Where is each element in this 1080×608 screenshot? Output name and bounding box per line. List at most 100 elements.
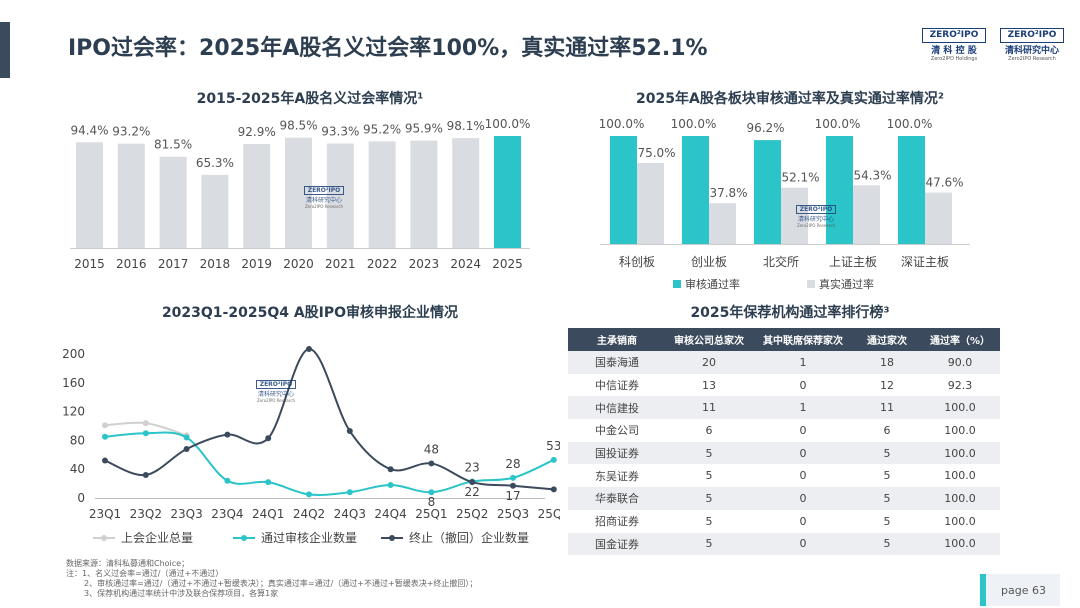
bar-2016 (117, 143, 145, 248)
bar-real-科创板 (637, 163, 664, 244)
series-point-2 (306, 345, 312, 352)
series-point-0 (102, 422, 108, 429)
point-label: 22 (465, 485, 480, 499)
series-line-2 (104, 347, 554, 491)
table-cell: 5 (666, 441, 752, 465)
x-tick-label: 2020 (283, 257, 314, 271)
x-tick-label: 2015 (74, 257, 105, 271)
table-cell: 1 (752, 351, 854, 374)
table-cell: 100.0 (920, 464, 1000, 488)
bar-real-深证主板 (925, 192, 952, 244)
table-cell: 5 (666, 532, 752, 556)
table-cell: 中信建投 (568, 396, 666, 420)
table-cell: 11 (666, 396, 752, 420)
bar-2024 (452, 138, 480, 248)
watermark-2-mark: ZERO²IPO (796, 205, 836, 214)
bar-review-深证主板 (898, 136, 925, 244)
bar-2015 (76, 142, 103, 248)
table-row: 中信建投 11 1 11 100.0 (568, 396, 1000, 420)
table-cell: 18 (854, 351, 920, 374)
x-tick-label: 23Q4 (211, 507, 243, 521)
table-row: 国投证券 5 0 5 100.0 (568, 441, 1000, 465)
y-tick-label: 200 (62, 347, 85, 361)
legend-marker-2 (389, 535, 395, 541)
x-tick-label: 2022 (367, 257, 398, 271)
table-cell: 中信证券 (568, 373, 666, 397)
quarterly-ipo-line-chart: 200 160 120 80 40 0 23Q1 23Q2 23Q3 23Q4 24Q1 24Q2 24… (62, 345, 560, 545)
x-tick-label: 24Q3 (334, 507, 366, 521)
x-tick-label: 24Q2 (293, 507, 325, 521)
logo2-sub: Zero2IPO Research (1008, 56, 1056, 62)
col-header: 其中联席保荐家次 (752, 328, 854, 351)
x-tick-label: 创业板 (691, 255, 727, 269)
data-label: 95.9% (405, 122, 443, 136)
table-cell: 100.0 (920, 396, 1000, 420)
x-tick-label: 25Q1 (415, 507, 447, 521)
data-label: 96.2% (746, 121, 784, 135)
table-cell: 中金公司 (568, 419, 666, 442)
annual-pass-rate-bar-chart: 94.4% 2015 93.2% 2016 81.5% 2017 65.3% 2018 92.9… (70, 117, 530, 271)
table-cell: 5 (666, 509, 752, 533)
table-row: 国金证券 5 0 5 100.0 (568, 532, 1000, 556)
footnote-line: 2、审核通过率=通过/（通过+不通过+暂缓表决）；真实通过率=通过/（通过+不通… (84, 579, 478, 588)
table-cell: 5 (854, 532, 920, 556)
table-cell: 国金证券 (568, 532, 666, 556)
bar-2020 (285, 137, 312, 248)
x-tick-label: 上证主板 (829, 255, 877, 269)
point-label: 48 (424, 442, 439, 456)
watermark-1-name: 清科研究中心 (305, 197, 342, 204)
data-label: 81.5% (154, 138, 192, 152)
bar-2018 (201, 174, 229, 248)
table-cell: 100.0 (920, 532, 1000, 556)
series-point-1 (265, 479, 272, 486)
footnote-line: 3、保荐机构通过率统计中涉及联合保荐项目，各算1家 (84, 589, 279, 598)
table-cell: 国泰海通 (568, 351, 666, 374)
bar-real-北交所 (781, 187, 808, 244)
bar-real-创业板 (709, 203, 736, 244)
x-tick-label: 2016 (116, 257, 147, 271)
data-label: 95.2% (363, 122, 401, 136)
title-accent-bar (0, 22, 10, 78)
table-cell: 0 (752, 487, 854, 510)
legend-label: 真实通过率 (819, 277, 874, 291)
watermark-2: ZERO²IPO 清科研究中心 Zero2IPO Research (796, 205, 836, 228)
watermark-3-sub: Zero2IPO Research (256, 398, 296, 403)
series-point-1 (346, 489, 353, 496)
series-line-1 (104, 431, 555, 496)
series-point-2 (183, 446, 190, 453)
series-point-1 (306, 491, 312, 498)
table-cell: 5 (854, 487, 920, 510)
table-row: 中信证券 13 0 12 92.3 (568, 373, 1000, 397)
data-label: 92.9% (238, 125, 276, 139)
x-tick-label: 23Q2 (130, 507, 162, 521)
data-label: 100.0% (599, 117, 645, 131)
series-point-2 (510, 482, 516, 489)
watermark-2-sub: Zero2IPO Research (796, 223, 836, 228)
x-tick-label: 25Q3 (497, 507, 529, 521)
board-pass-rate-bar-chart: 100.0% 75.0% 科创板 100.0% 37.8% 创业板 96.2% 52.1% 北交… (599, 117, 970, 291)
series-point-2 (102, 457, 108, 464)
bar-review-北交所 (754, 140, 781, 244)
bar-2019 (243, 143, 271, 248)
data-label: 54.3% (853, 168, 891, 182)
point-label: 8 (428, 495, 436, 509)
table-cell: 90.0 (920, 351, 1000, 374)
series-point-2 (469, 479, 476, 486)
series-point-2 (346, 428, 353, 435)
bar-2022 (368, 141, 396, 248)
series-point-1 (142, 430, 149, 437)
y-tick-label: 120 (62, 405, 85, 419)
x-tick-label: 深证主板 (901, 255, 949, 269)
bar-review-创业板 (682, 136, 709, 244)
data-label: 47.6% (925, 176, 963, 190)
table-cell: 1 (752, 396, 854, 420)
x-tick-label: 北交所 (763, 254, 799, 269)
series-point-0 (142, 420, 149, 427)
table-header-row: 主承销商 审核公司总家次 其中联席保荐家次 通过家次 通过率（%） (568, 328, 1000, 351)
data-label: 100.0% (815, 117, 861, 131)
legend-label: 终止（撤回）企业数量 (409, 530, 529, 545)
table-cell: 东吴证券 (568, 464, 666, 488)
col-header: 通过率（%） (920, 328, 1000, 351)
legend-swatch-real (807, 280, 815, 288)
x-tick-label: 24Q4 (374, 507, 406, 521)
